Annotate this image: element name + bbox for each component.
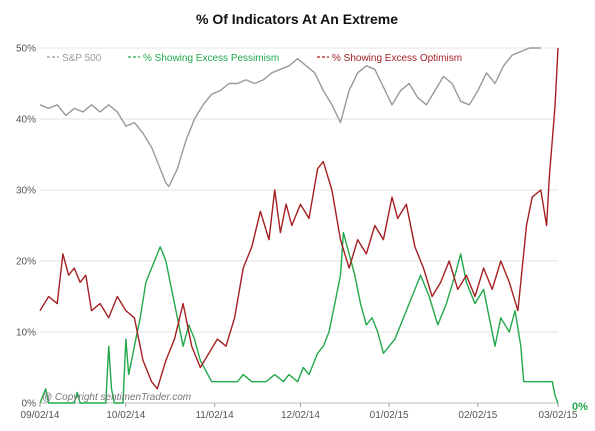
y-axis-ticks: 0% 10% 20% 30% 40% 50% [16, 44, 36, 410]
y-tick-label: 30% [16, 186, 36, 197]
x-tick-label: 01/02/15 [370, 410, 409, 421]
chart-title: % Of Indicators At An Extreme [196, 11, 398, 27]
optimism-line [39, 47, 559, 390]
x-tick-label: 10/02/14 [106, 410, 145, 421]
pessimism-line [39, 231, 559, 404]
y-tick-label: 10% [16, 328, 36, 339]
legend: S&P 500 % Showing Excess Pessimism % Showi… [47, 53, 462, 64]
x-axis-ticks: 09/02/14 10/02/14 11/02/14 12/02/14 01/02/15… [21, 402, 578, 421]
y-tick-label: 40% [16, 115, 36, 126]
legend-label-optimism: % Showing Excess Optimism [332, 53, 462, 64]
pessimism-end-value-label: 0% [572, 401, 588, 413]
x-tick-label: 02/02/15 [458, 410, 497, 421]
y-tick-label: 50% [16, 44, 36, 55]
legend-label-pessimism: % Showing Excess Pessimism [143, 53, 279, 64]
copyright-text: @ Copyright sentimenTrader.com [42, 392, 191, 403]
x-tick-label: 11/02/14 [195, 410, 234, 421]
series-lines [39, 47, 559, 404]
x-tick-label: 12/02/14 [281, 410, 320, 421]
x-tick-label: 03/02/15 [539, 410, 578, 421]
sp500-line [39, 47, 541, 188]
x-tick-label: 09/02/14 [21, 410, 60, 421]
y-tick-label: 20% [16, 257, 36, 268]
legend-label-sp500: S&P 500 [62, 53, 102, 64]
grid [40, 47, 558, 404]
y-tick-label: 0% [22, 399, 37, 410]
